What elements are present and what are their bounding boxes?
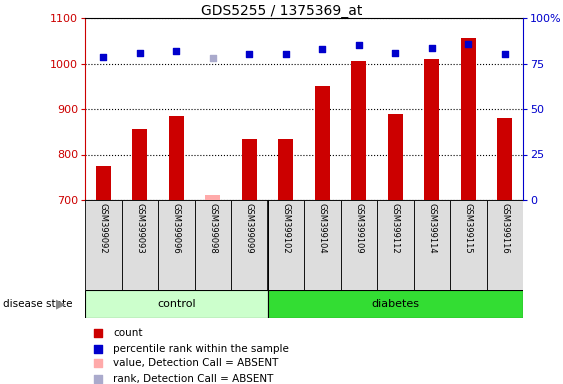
Bar [96,166,110,200]
Text: value, Detection Call = ABSENT: value, Detection Call = ABSENT [114,359,279,369]
Bar [85,200,122,290]
Text: GSM399116: GSM399116 [501,203,510,253]
Text: GSM399092: GSM399092 [99,203,108,253]
Bar [388,114,403,200]
Text: disease state: disease state [3,299,72,309]
Point [135,50,144,56]
Point [245,51,254,58]
Bar [377,200,413,290]
Bar [122,200,158,290]
Bar [315,86,329,200]
Point [208,55,217,61]
Text: GDS5255 / 1375369_at: GDS5255 / 1375369_at [201,4,362,18]
Text: rank, Detection Call = ABSENT: rank, Detection Call = ABSENT [114,374,274,384]
Bar [461,38,476,200]
Text: percentile rank within the sample: percentile rank within the sample [114,344,289,354]
Point [464,41,473,48]
Text: GSM399114: GSM399114 [427,203,436,253]
Bar [231,200,267,290]
Bar [351,61,366,200]
Text: GSM399104: GSM399104 [318,203,327,253]
Bar [279,139,293,200]
Bar [450,200,486,290]
Bar [169,116,184,200]
Bar [304,200,341,290]
Bar [486,200,523,290]
Text: GSM399099: GSM399099 [245,203,254,253]
Point [318,46,327,52]
Text: diabetes: diabetes [371,299,419,309]
Point [391,50,400,56]
Bar [267,290,523,318]
Text: GSM399102: GSM399102 [282,203,291,253]
Point [93,376,102,382]
Bar [242,139,257,200]
Point [354,42,363,48]
Point [172,48,181,54]
Point [93,330,102,336]
Point [99,54,108,60]
Bar [205,195,220,200]
Bar [267,200,304,290]
Text: GSM399112: GSM399112 [391,203,400,253]
Point [427,45,436,51]
Text: GSM399098: GSM399098 [208,203,217,253]
Text: count: count [114,328,143,338]
Bar [498,118,512,200]
Bar [158,200,194,290]
Point [282,51,291,58]
Bar [194,200,231,290]
Point [93,346,102,352]
Text: ▶: ▶ [56,298,66,311]
Bar [425,59,439,200]
Point [501,51,510,58]
Text: GSM399093: GSM399093 [135,203,144,253]
Point [93,361,102,367]
Bar [85,290,267,318]
Bar [132,129,147,200]
Text: GSM399109: GSM399109 [354,203,363,253]
Text: control: control [157,299,195,309]
Bar [413,200,450,290]
Bar [341,200,377,290]
Text: GSM399096: GSM399096 [172,203,181,253]
Text: GSM399115: GSM399115 [464,203,473,253]
